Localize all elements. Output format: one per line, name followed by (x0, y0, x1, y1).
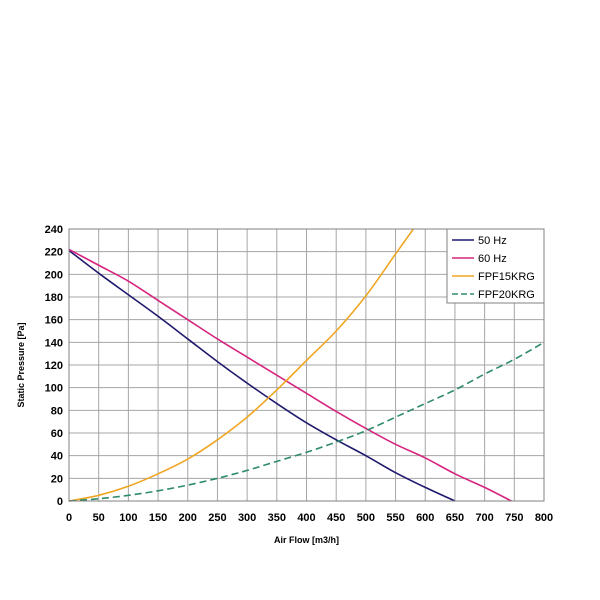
x-tick-label: 750 (505, 512, 523, 524)
x-tick-label: 550 (386, 512, 404, 524)
x-tick-label: 0 (66, 512, 72, 524)
legend-label: FPF15KRG (478, 271, 535, 283)
y-tick-label: 60 (51, 428, 63, 440)
x-tick-label: 350 (268, 512, 286, 524)
y-tick-label: 120 (45, 360, 63, 372)
x-tick-label: 150 (149, 512, 167, 524)
y-tick-label: 20 (51, 473, 63, 485)
y-tick-label: 140 (45, 337, 63, 349)
x-axis-title: Air Flow [m3/h] (274, 535, 339, 545)
x-tick-label: 500 (357, 512, 375, 524)
legend-label: FPF20KRG (478, 289, 535, 301)
y-axis-title: Static Pressure [Pa] (16, 322, 26, 407)
y-tick-label: 200 (45, 269, 63, 281)
y-tick-label: 180 (45, 292, 63, 304)
y-tick-labels: 0 20 40 60 80 100 120 140 160 180 200 220 240 (45, 224, 63, 508)
series-layer (68, 228, 545, 502)
y-tick-label: 40 (51, 451, 63, 463)
y-tick-label: 80 (51, 405, 63, 417)
y-tick-label: 220 (45, 247, 63, 259)
plot-frame (68, 228, 545, 502)
legend-label: 60 Hz (478, 253, 507, 265)
x-tick-label: 800 (535, 512, 553, 524)
legend: 50 Hz 60 Hz FPF15KRG FPF20KRG (446, 228, 545, 304)
x-tick-label: 200 (179, 512, 197, 524)
x-tick-labels: 0 50 100 150 200 250 300 350 400 450 500 550 600 650 7… (66, 512, 553, 524)
x-tick-label: 650 (446, 512, 464, 524)
x-tick-label: 600 (416, 512, 434, 524)
y-tick-label: 100 (45, 383, 63, 395)
series-line-fpf15krg (68, 228, 415, 502)
x-tick-label: 400 (297, 512, 315, 524)
x-tick-label: 50 (93, 512, 105, 524)
series-line-fpf20krg (68, 341, 545, 502)
series-line-50-hz (68, 249, 456, 502)
y-tick-label: 160 (45, 315, 63, 327)
y-tick-label: 240 (45, 224, 63, 236)
series-line-60-hz (68, 248, 512, 502)
x-tick-label: 450 (327, 512, 345, 524)
y-tick-label: 0 (57, 496, 63, 508)
x-tick-label: 300 (238, 512, 256, 524)
x-tick-label: 250 (208, 512, 226, 524)
x-tick-label: 700 (475, 512, 493, 524)
legend-label: 50 Hz (478, 235, 507, 247)
legend-box (446, 228, 545, 304)
x-tick-label: 100 (119, 512, 137, 524)
